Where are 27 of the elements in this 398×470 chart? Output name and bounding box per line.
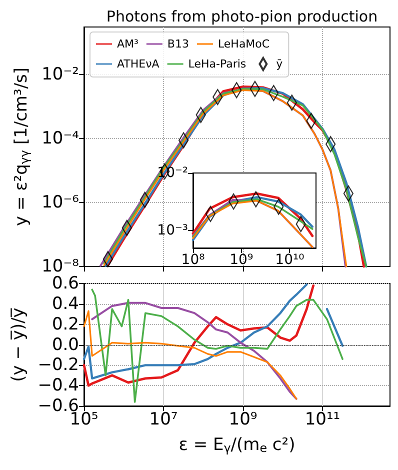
x-tick-label: 10⁹ xyxy=(228,410,258,430)
y-axis-title: y = ε²qγγ [1/cm³/s] xyxy=(12,67,32,226)
y-tick-label: −0.2 xyxy=(38,355,79,376)
y-tick-label: 0.0 xyxy=(52,334,79,355)
y-tick-label: 10⁻⁸ xyxy=(42,256,80,276)
y-tick-label: 0.6 xyxy=(52,274,79,294)
x-tick-label: 10¹¹ xyxy=(304,410,340,430)
y-tick-label: 0.2 xyxy=(52,314,79,334)
legend-label: LeHaMoC xyxy=(218,38,270,50)
legend-label: B13 xyxy=(167,38,189,50)
x-tick-label: 10⁸ xyxy=(181,252,206,268)
chart-title: Photons from photo-pion production xyxy=(106,8,378,26)
y-tick-label: −0.4 xyxy=(38,376,79,396)
y-tick-label: 10⁻³ xyxy=(157,222,188,239)
x-axis-title: ε = Eγ/(me c²) xyxy=(178,434,296,455)
legend-label: ATHEνA xyxy=(117,58,160,70)
legend-label: AM³ xyxy=(117,38,138,50)
y-tick-label: 10⁻⁴ xyxy=(42,128,80,148)
x-tick-label: 10¹⁰ xyxy=(275,252,305,268)
y-tick-label: 10⁻² xyxy=(42,64,79,84)
x-tick-label: 10⁹ xyxy=(230,252,254,268)
y-tick-label: 10⁻⁶ xyxy=(42,192,80,212)
y-tick-label: 0.4 xyxy=(52,294,79,314)
legend-label: LeHa-Paris xyxy=(188,58,246,70)
x-tick-label: 10⁷ xyxy=(149,410,178,430)
legend-label: ȳ xyxy=(276,58,284,70)
y-axis-title: (y − y̅)/y̅ xyxy=(8,307,28,382)
